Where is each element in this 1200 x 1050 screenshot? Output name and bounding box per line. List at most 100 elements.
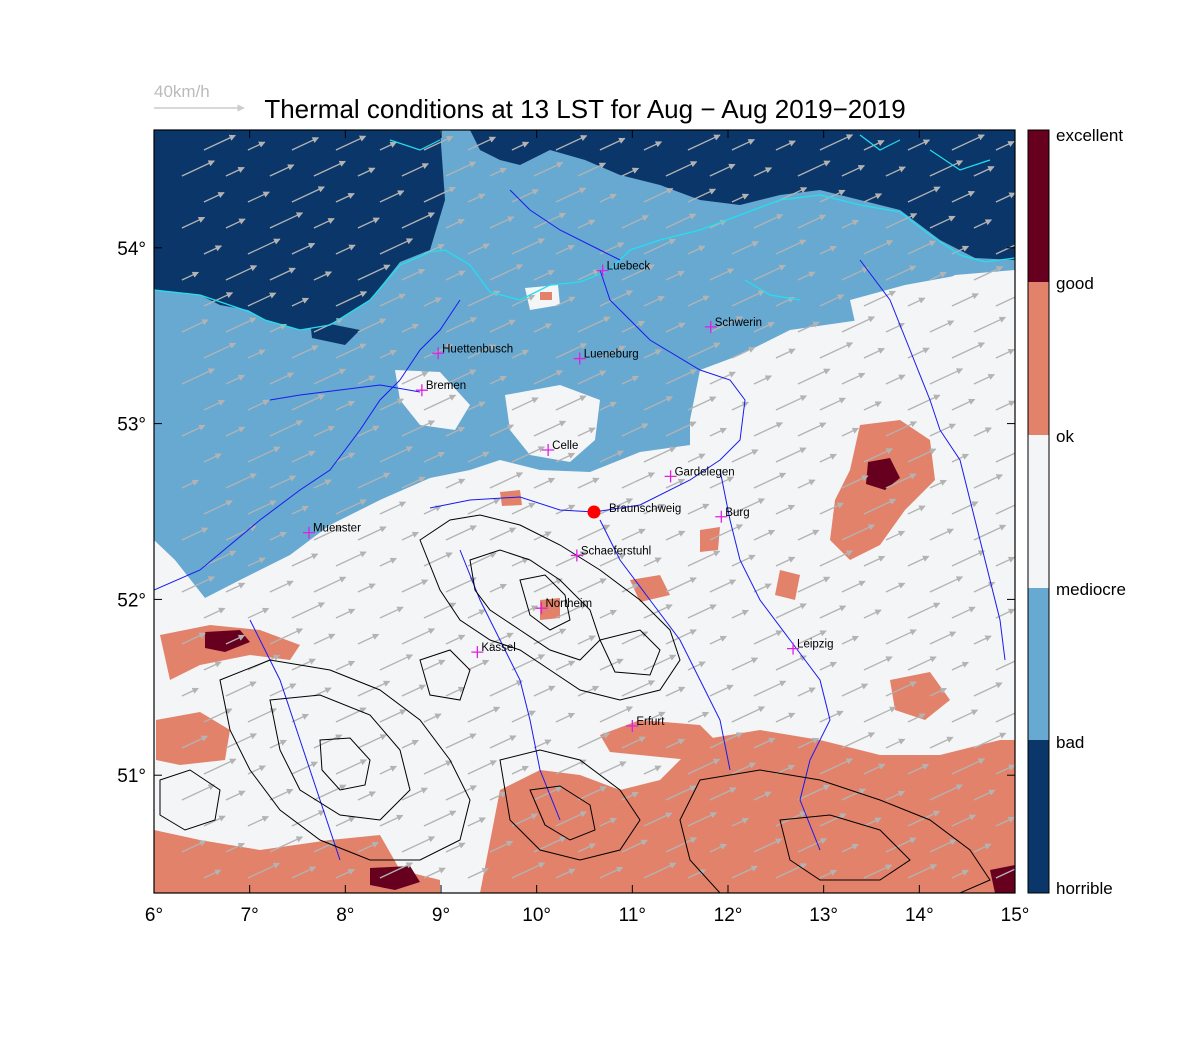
wind-arrow: [489, 216, 515, 229]
x-tick-label: 14°: [905, 905, 934, 926]
wind-arrow: [423, 659, 446, 671]
wind-arrow: [995, 556, 1015, 567]
wind-arrow: [973, 474, 1003, 489]
wind-arrow: [753, 375, 772, 385]
wind-arrow: [841, 164, 865, 177]
wind-arrow: [973, 219, 993, 229]
wind-arrow: [577, 685, 600, 697]
wind-arrow: [555, 395, 587, 411]
wind-arrow: [687, 295, 710, 307]
wind-arrow: [203, 245, 222, 255]
wind-arrow: [907, 555, 930, 567]
x-tick-label: 9°: [432, 905, 450, 926]
wind-arrow: [489, 527, 517, 541]
wind-arrow: [423, 760, 453, 775]
wind-arrow: [445, 577, 477, 593]
wind-arrow: [335, 707, 367, 723]
wind-arrow: [489, 735, 517, 749]
wind-arrow: [225, 733, 257, 749]
legend-label-good: good: [1056, 274, 1094, 293]
wind-arrow: [489, 264, 524, 281]
wind-arrow: [951, 606, 976, 619]
wind-arrow: [357, 526, 387, 541]
wind-arrow: [335, 135, 367, 151]
wind-arrow: [555, 135, 588, 151]
wind-arrow: [731, 401, 749, 411]
wind-arrow: [687, 812, 717, 827]
wind-arrow: [467, 498, 501, 515]
wind-arrow: [467, 609, 486, 619]
wind-arrow: [797, 368, 831, 385]
wind-arrow: [599, 450, 624, 463]
wind-arrow: [269, 164, 295, 177]
wind-arrow: [797, 479, 816, 489]
wind-arrow: [797, 838, 828, 853]
wind-reference-label: 40km/h: [154, 82, 210, 101]
wind-arrow: [291, 345, 319, 359]
wind-arrow: [885, 738, 906, 749]
x-tick-label: 7°: [241, 905, 259, 926]
wind-arrow: [819, 758, 853, 775]
wind-arrow: [379, 814, 404, 827]
wind-arrow: [665, 738, 686, 749]
wind-arrow: [841, 372, 866, 385]
wind-arrow: [555, 452, 576, 463]
city-label: Schaeferstuhl: [581, 545, 651, 557]
wind-arrow: [401, 323, 420, 333]
wind-arrow: [863, 817, 882, 827]
wind-arrow: [423, 505, 442, 515]
wind-arrow: [423, 451, 446, 463]
y-tick-label: 53°: [117, 415, 146, 436]
wind-arrow: [775, 603, 807, 619]
wind-arrow: [203, 453, 222, 463]
wind-arrow: [445, 161, 477, 177]
wind-arrow: [313, 633, 336, 645]
wind-arrow: [973, 789, 996, 801]
wind-arrow: [225, 634, 246, 645]
wind-arrow: [687, 503, 710, 515]
wind-arrow: [379, 862, 413, 879]
wind-arrow: [819, 294, 845, 307]
wind-arrow: [489, 791, 507, 801]
wind-arrow: [841, 475, 869, 489]
wind-arrow: [665, 478, 686, 489]
wind-arrow: [973, 266, 1004, 281]
x-tick-label: 8°: [336, 905, 354, 926]
wind-arrow: [357, 791, 376, 801]
wind-arrow: [423, 810, 457, 827]
wind-arrow: [841, 316, 875, 333]
site-marker: Braunschweig: [587, 503, 681, 519]
wind-arrow: [181, 319, 209, 333]
legend-colorbar: excellent good ok mediocre bad horrible: [1027, 126, 1126, 898]
wind-arrow: [665, 421, 697, 437]
wind-arrow: [973, 373, 995, 385]
wind-arrow: [357, 633, 380, 645]
wind-arrow: [181, 271, 200, 281]
wind-arrow: [181, 479, 199, 489]
wind-arrow: [401, 739, 419, 749]
wind-arrow: [863, 706, 897, 723]
wind-arrow: [863, 290, 896, 307]
wind-arrow: [313, 479, 332, 489]
wind-arrow: [225, 525, 257, 541]
wind-arrow: [643, 812, 673, 827]
city-marker-icon: [570, 549, 583, 562]
wind-arrow: [379, 238, 414, 255]
wind-arrow: [819, 502, 844, 515]
wind-arrow: [797, 214, 827, 229]
wind-arrow: [797, 630, 827, 645]
wind-arrow: [599, 137, 626, 151]
wind-arrow: [511, 446, 545, 463]
wind-arrow: [643, 396, 673, 411]
wind-arrow: [775, 863, 808, 879]
wind-arrow: [797, 737, 820, 749]
wind-arrow: [511, 557, 529, 567]
wind-arrow: [181, 216, 206, 229]
wind-arrow: [423, 243, 445, 255]
wind-arrow: [973, 843, 992, 853]
wind-arrow: [929, 784, 963, 801]
city-marker-icon: [471, 646, 484, 659]
wind-arrow: [885, 530, 906, 541]
wind-arrow: [577, 732, 611, 749]
wind-arrow: [863, 609, 882, 619]
